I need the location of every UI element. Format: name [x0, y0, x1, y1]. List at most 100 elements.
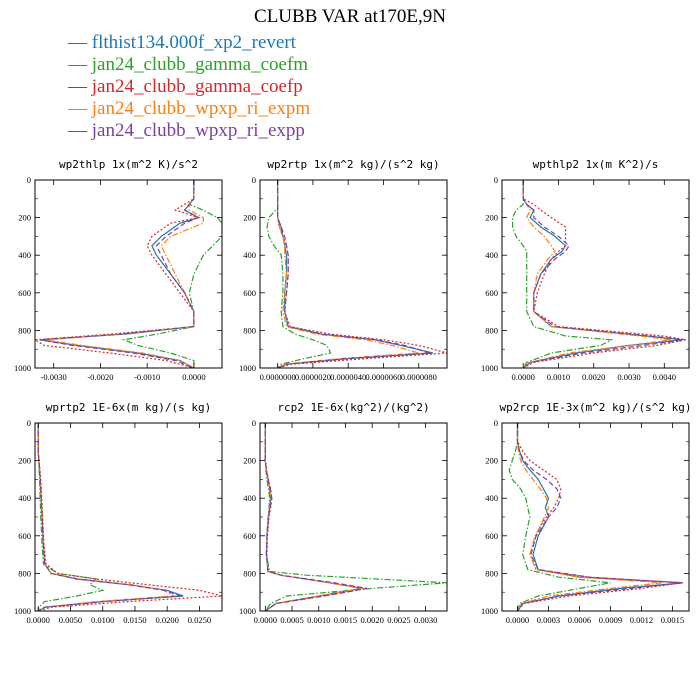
- x-tick-label: 0.0009: [599, 615, 622, 625]
- x-tick-label: 0.0000040: [330, 372, 366, 382]
- x-tick-label: 0.0000: [254, 615, 277, 625]
- figure-title: CLUBB VAR at170E,9N: [254, 6, 446, 27]
- panel-title: wp2rcp 1E-3x(m^2 kg)/(s^2 kg): [499, 401, 691, 414]
- plot-frame: [34, 179, 223, 369]
- chart-panel: wpthlp2 1x(m K^2)/s 0 200 400 600 800 1000 0.00…: [481, 158, 690, 382]
- y-tick-label: 600: [18, 531, 31, 541]
- panel-title: wprtp2 1E-6x(m kg)/(s kg): [46, 401, 212, 414]
- x-tick-label: 0.0040: [653, 372, 676, 382]
- x-tick-label: -0.0030: [41, 372, 67, 382]
- y-tick-label: 1000: [239, 363, 256, 373]
- legend-item: — jan24_clubb_gamma_coefm: [68, 54, 310, 76]
- chart-panel: rcp2 1E-6x(kg^2)/(kg^2) 0 200 400 600 800 1000…: [239, 401, 448, 625]
- series-line: [511, 180, 614, 368]
- x-tick-label: 0.0000: [506, 615, 529, 625]
- y-tick-label: 400: [485, 250, 498, 260]
- x-tick-label: 0.0020: [582, 372, 605, 382]
- x-tick-label: 0.0030: [617, 372, 640, 382]
- x-tick-label: 0.0000060: [365, 372, 401, 382]
- y-tick-label: 0: [27, 175, 31, 185]
- y-tick-label: 800: [243, 568, 256, 578]
- series-line: [277, 180, 430, 368]
- y-tick-label: 600: [243, 288, 256, 298]
- x-tick-label: 0.0050: [59, 615, 82, 625]
- series-line: [516, 423, 683, 611]
- legend-item: — jan24_clubb_wpxp_ri_expp: [68, 120, 310, 142]
- series-line: [121, 180, 222, 368]
- panel-title: wp2thlp 1x(m^2 K)/s^2: [59, 158, 198, 171]
- series-line: [508, 423, 611, 611]
- y-tick-label: 800: [243, 325, 256, 335]
- series-line: [522, 180, 672, 368]
- legend-item: — flthist134.000f_xp2_revert: [68, 32, 310, 54]
- legend-item-label: — jan24_clubb_wpxp_ri_expp: [68, 120, 305, 141]
- y-tick-label: 200: [485, 456, 498, 466]
- series-line: [35, 180, 201, 368]
- series-line: [37, 423, 105, 611]
- x-tick-label: 0.0250: [188, 615, 211, 625]
- y-tick-label: 800: [18, 325, 31, 335]
- x-tick-label: 0.0000: [27, 615, 50, 625]
- x-tick-label: 0.0200: [156, 615, 179, 625]
- chart-panel: wp2rtp 1x(m^2 kg)/(s^2 kg) 0 200 400 600 800 1…: [239, 158, 448, 382]
- series-line: [264, 423, 362, 611]
- x-tick-label: 0.0000000: [260, 372, 296, 382]
- legend-item-label: — jan24_clubb_gamma_coefp: [68, 76, 303, 97]
- y-tick-label: 400: [243, 250, 256, 260]
- legend-item-label: — jan24_clubb_wpxp_ri_expm: [68, 98, 311, 119]
- x-tick-label: 0.0003: [537, 615, 560, 625]
- y-tick-label: 400: [18, 493, 31, 503]
- plot-frame: [501, 179, 690, 369]
- x-tick-label: 0.0015: [334, 615, 357, 625]
- legend-item-label: — flthist134.000f_xp2_revert: [68, 32, 296, 53]
- y-tick-label: 1000: [14, 606, 31, 616]
- x-tick-label: 0.0005: [280, 615, 303, 625]
- x-tick-label: 0.0010: [547, 372, 570, 382]
- chart-panel: wp2thlp 1x(m^2 K)/s^2 0 200 400 600 800 1000 -0…: [14, 158, 223, 382]
- y-tick-label: 600: [485, 531, 498, 541]
- series-line: [37, 423, 222, 611]
- plot-frame: [259, 422, 448, 612]
- y-tick-label: 800: [18, 568, 31, 578]
- y-tick-label: 400: [243, 493, 256, 503]
- x-tick-label: -0.0020: [87, 372, 113, 382]
- y-tick-label: 600: [485, 288, 498, 298]
- y-tick-label: 800: [485, 568, 498, 578]
- x-tick-label: 0.0000: [182, 372, 205, 382]
- x-tick-label: 0.0000: [511, 372, 534, 382]
- series-line: [277, 180, 434, 368]
- legend-item: — jan24_clubb_wpxp_ri_expm: [68, 98, 310, 120]
- x-tick-label: -0.0010: [134, 372, 160, 382]
- y-tick-label: 200: [18, 213, 31, 223]
- y-tick-label: 600: [18, 288, 31, 298]
- legend: — flthist134.000f_xp2_revert — jan24_clu…: [68, 32, 310, 142]
- series-line: [39, 180, 201, 368]
- y-tick-label: 0: [494, 418, 498, 428]
- series-line: [264, 423, 447, 611]
- series-line: [37, 423, 181, 611]
- y-tick-label: 0: [252, 175, 256, 185]
- y-tick-label: 600: [243, 531, 256, 541]
- series-line: [266, 180, 332, 368]
- panel-title: wp2rtp 1x(m^2 kg)/(s^2 kg): [267, 158, 439, 171]
- x-tick-label: 0.0010: [307, 615, 330, 625]
- y-tick-label: 1000: [14, 363, 31, 373]
- panel-title: wpthlp2 1x(m K^2)/s: [533, 158, 659, 171]
- y-tick-label: 400: [485, 493, 498, 503]
- y-tick-label: 200: [243, 456, 256, 466]
- legend-item: — jan24_clubb_gamma_coefp: [68, 76, 310, 98]
- legend-item-label: — jan24_clubb_gamma_coefm: [68, 54, 309, 75]
- panel-title: rcp2 1E-6x(kg^2)/(kg^2): [277, 401, 429, 414]
- plot-frame: [259, 179, 448, 369]
- x-tick-label: 0.0100: [91, 615, 114, 625]
- series-line: [264, 423, 362, 611]
- series-line: [516, 423, 683, 611]
- y-tick-label: 400: [18, 250, 31, 260]
- y-tick-label: 800: [485, 325, 498, 335]
- y-tick-label: 0: [494, 175, 498, 185]
- y-tick-label: 1000: [481, 606, 498, 616]
- chart-panel: wprtp2 1E-6x(m kg)/(s kg) 0 200 400 600 800 10…: [14, 401, 223, 625]
- series-line: [277, 180, 447, 368]
- plot-frame: [34, 422, 223, 612]
